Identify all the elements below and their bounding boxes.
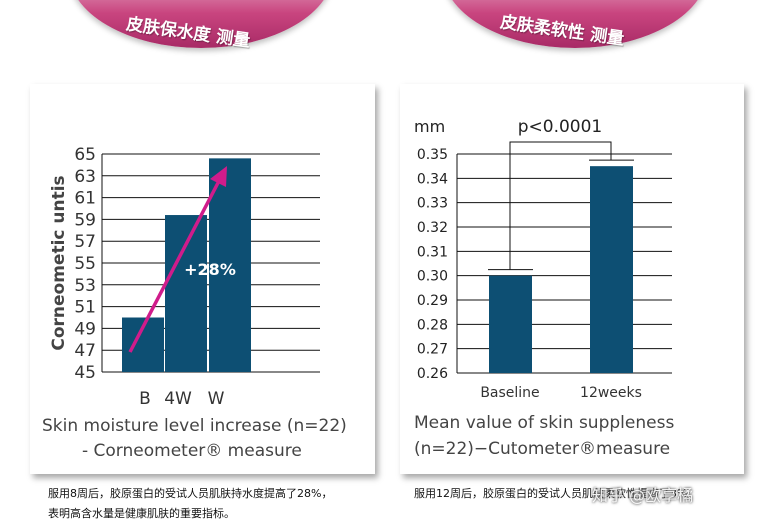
y-tick-label: 61 — [74, 189, 96, 209]
y-tick-label: 51 — [74, 298, 96, 318]
y-tick-label: 53 — [74, 276, 96, 296]
x-category-label: B — [139, 389, 151, 409]
left-chart-panel: 45 47 49 51 53 55 57 59 61 63 65 Corneometic untis B… — [30, 84, 375, 474]
p-value-annotation: p<0.0001 — [518, 117, 603, 137]
y-tick-label: 0.27 — [417, 342, 448, 358]
bar-baseline — [489, 275, 532, 373]
bar-w — [209, 158, 251, 372]
left-footnote-line2: 表明高含水量是健康肌肤的重要指标。 — [48, 507, 235, 520]
left-caption-line1: Skin moisture level increase (n=22) — [42, 416, 347, 436]
growth-arrow-line — [128, 178, 222, 353]
y-tick-label: 0.31 — [417, 244, 448, 260]
y-tick-label: 65 — [74, 145, 96, 165]
x-category-label: 12weeks — [580, 385, 642, 401]
bar-4w — [165, 215, 207, 372]
bar-12weeks — [590, 166, 633, 373]
y-tick-label: 57 — [74, 232, 96, 252]
right-ribbon-banner: 皮肤柔软性 测量 — [442, 0, 708, 50]
right-caption-line2: (n=22)−Cutometer®measure — [414, 439, 671, 459]
y-axis-label: mm — [414, 117, 445, 136]
right-caption-line1: Mean value of skin suppleness — [414, 413, 675, 433]
significance-bracket — [509, 141, 612, 270]
y-tick-label: 55 — [74, 254, 96, 274]
y-tick-label: 49 — [74, 319, 96, 339]
left-ribbon-title: 皮肤保水度 测量 — [124, 14, 252, 52]
y-axis-label: Corneometic untis — [49, 175, 69, 350]
y-tick-label: 59 — [74, 210, 96, 230]
left-ribbon-banner: 皮肤保水度 测量 — [68, 0, 334, 52]
right-footnote-line1: 服用12周后，胶原蛋白的受试人员肌肤柔软性提高了3% — [414, 487, 688, 500]
suppleness-bar-chart: 0.26 0.27 0.28 0.29 0.30 0.31 0.32 0.33 0.34 0.35… — [414, 117, 672, 401]
y-tick-label: 0.26 — [417, 366, 448, 382]
watermark: 知乎 @欧享橘 — [592, 486, 694, 505]
y-tick-label: 47 — [74, 341, 96, 361]
right-chart-panel: 0.26 0.27 0.28 0.29 0.30 0.31 0.32 0.33 0.34 0.35… — [400, 84, 744, 474]
y-tick-label: 63 — [74, 167, 96, 187]
growth-arrow-head — [210, 166, 227, 187]
y-tick-label: 45 — [74, 363, 96, 383]
y-tick-label: 0.32 — [417, 220, 448, 236]
x-category-label: Baseline — [480, 385, 539, 401]
y-tick-label: 0.29 — [417, 293, 448, 309]
left-caption-line2: - Corneometer® measure — [82, 441, 302, 461]
y-tick-label: 0.30 — [417, 269, 448, 285]
y-tick-label: 0.34 — [417, 171, 448, 187]
x-category-label: W — [208, 389, 225, 409]
x-category-label: 4W — [164, 389, 192, 409]
percent-annotation: +28% — [184, 260, 236, 279]
y-tick-label: 0.28 — [417, 317, 448, 333]
y-tick-label: 0.35 — [417, 147, 448, 163]
left-footnote-line1: 服用8周后，胶原蛋白的受试人员肌肤持水度提高了28%， — [48, 487, 333, 500]
y-tick-label: 0.33 — [417, 196, 448, 212]
right-ribbon-title: 皮肤柔软性 测量 — [498, 12, 626, 50]
